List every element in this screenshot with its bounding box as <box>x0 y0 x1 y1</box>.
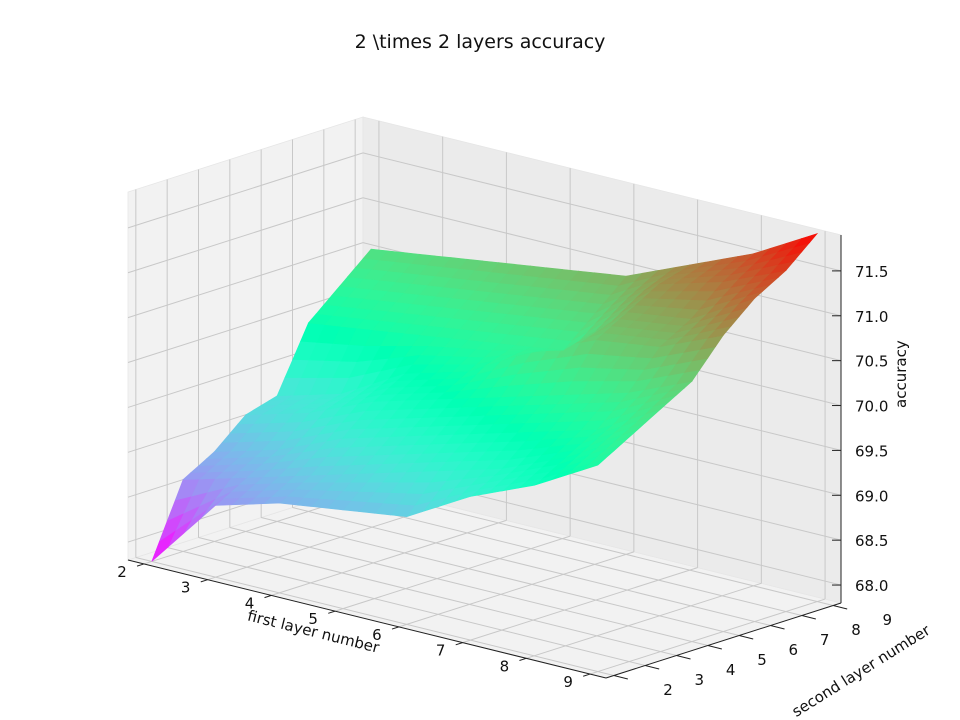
y-tick-label: 7 <box>820 631 830 649</box>
y-tick-label: 2 <box>663 681 673 699</box>
x-tick-label: 6 <box>372 626 382 644</box>
x-tick-label: 3 <box>181 579 191 597</box>
x-tick-mark <box>136 563 145 567</box>
grid-line-y-floor <box>292 507 771 626</box>
x-tick-label: 2 <box>117 563 127 581</box>
x-tick-label: 9 <box>563 673 573 691</box>
z-axis-label: accuracy <box>892 340 910 408</box>
surface-patch <box>362 248 388 261</box>
x-tick-label: 8 <box>500 657 510 675</box>
x-tick-label: 4 <box>245 594 255 612</box>
y-tick-mark <box>613 675 628 680</box>
y-axis-label: second layer number <box>789 621 934 720</box>
y-tick-mark <box>707 645 722 650</box>
z-tick-label: 68.5 <box>855 532 888 550</box>
x-tick-mark <box>583 673 591 677</box>
x-tick-mark <box>455 642 463 646</box>
grid-line-y-floor <box>229 527 708 646</box>
z-tick-label: 71.5 <box>855 263 888 281</box>
x-tick-label: 5 <box>308 610 318 628</box>
z-tick-label: 71.0 <box>855 308 888 326</box>
x-tick-mark <box>519 657 527 662</box>
grid-line-z-left <box>127 242 364 319</box>
y-tick-label: 9 <box>883 611 893 629</box>
grid-line-y-floor <box>261 517 740 636</box>
grid-line-y-floor <box>198 537 677 656</box>
grid-line-z-left <box>127 287 364 364</box>
surface <box>151 233 819 562</box>
y-tick-mark <box>801 615 816 620</box>
z-tick-label: 70.0 <box>855 398 888 416</box>
y-tick-mark <box>645 665 660 670</box>
grid-line-z-left <box>127 152 364 229</box>
grid-line-y-floor <box>135 557 614 676</box>
axes: 2 3 4 5 6 7 8 9 2 3 4 5 6 7 8 9 68.0 68.5 69.0 69.5 70.0 70.5… <box>117 235 892 699</box>
x-tick-mark <box>328 610 336 614</box>
y-tick-label: 6 <box>789 641 799 659</box>
z-tick-label: 68.0 <box>855 577 888 595</box>
chart-title: 2 \times 2 layers accuracy <box>355 31 606 53</box>
z-tick-label: 69.5 <box>855 442 888 460</box>
z-tick-label: 69.0 <box>855 487 888 505</box>
y-tick-label: 5 <box>757 651 767 669</box>
y-tick-mark <box>739 635 754 640</box>
grid-line-y-floor <box>323 497 802 616</box>
y-tick-label: 3 <box>695 671 705 689</box>
grid-line-z-left <box>127 197 364 274</box>
x-tick-mark <box>200 579 208 583</box>
grid-line-z-back <box>362 197 842 317</box>
x-tick-mark <box>391 626 400 630</box>
z-tick-label: 70.5 <box>855 353 888 371</box>
x-tick-label: 7 <box>436 642 446 660</box>
y-tick-mark <box>676 655 691 660</box>
grid-line-y-floor <box>167 547 646 666</box>
y-tick-mark <box>770 625 785 630</box>
x-tick-mark <box>264 594 272 599</box>
y-tick-label: 8 <box>851 621 861 639</box>
y-tick-label: 4 <box>726 661 736 679</box>
y-tick-mark <box>833 605 848 610</box>
